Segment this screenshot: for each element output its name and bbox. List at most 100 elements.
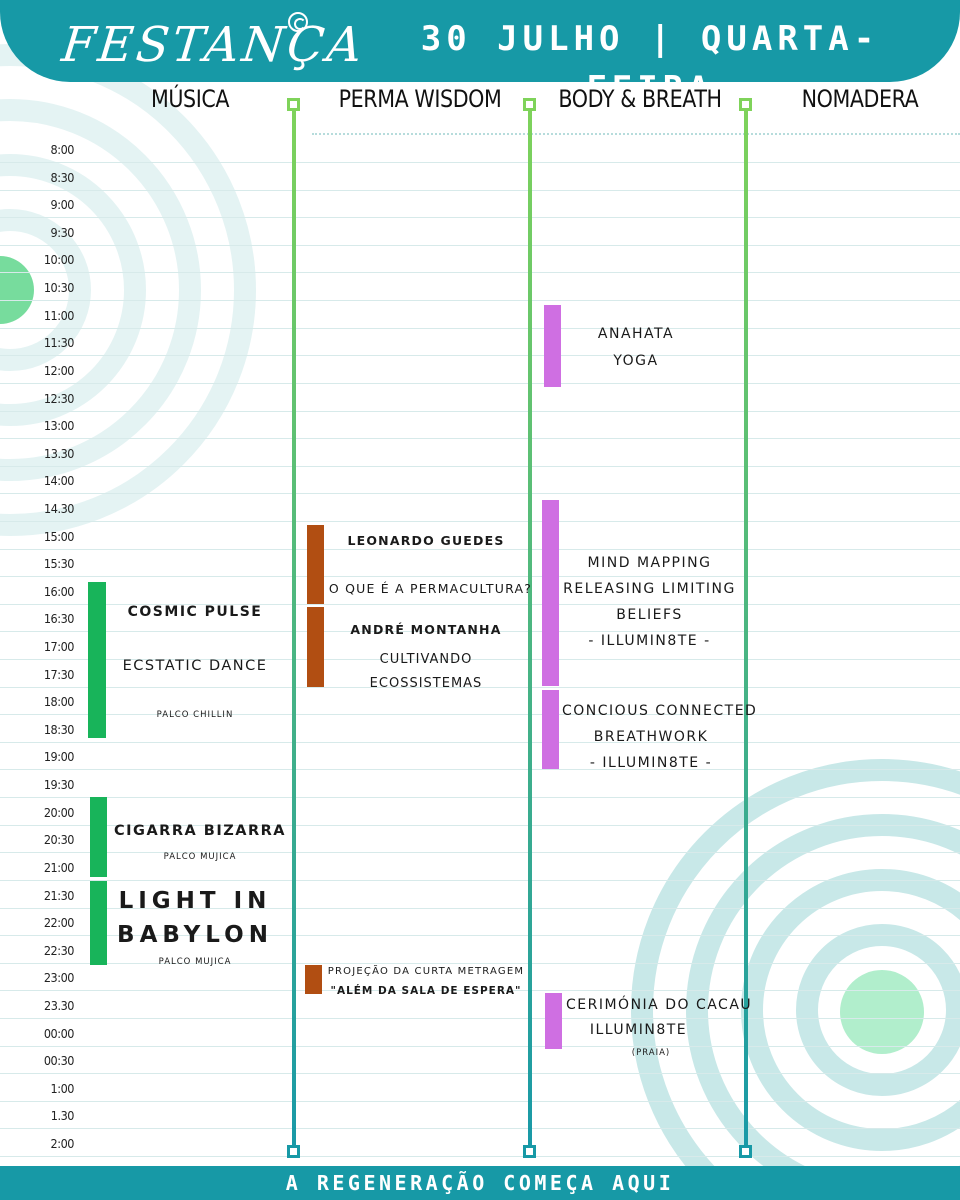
grid-line [0,1046,960,1047]
separator-cap [287,1145,300,1158]
green-dot-right [840,970,924,1054]
event-title: MIND MAPPING [587,555,712,571]
event-subtitle: CULTIVANDO [379,652,473,667]
separator-cap [523,1145,536,1158]
column-separator [528,103,532,1153]
column-header-musica: MÚSICA [150,85,230,113]
grid-line [0,963,960,964]
time-label: 10:00 [43,252,75,267]
time-label: 1.30 [50,1108,75,1123]
column-header-nomadera: NOMADERA [801,85,919,113]
time-label: 00:30 [43,1053,75,1068]
event-subtitle: O QUE É A PERMACULTURA? [328,581,533,596]
event-title: CERIMÓNIA DO CACAU [566,997,753,1013]
time-label: 10:30 [43,280,75,295]
time-label: 23:00 [43,970,75,985]
time-label: 18:00 [43,694,75,709]
grid-line [0,742,960,743]
event-subtitle: YOGA [613,353,659,369]
event-title: BREATHWORK [593,729,709,745]
event-title: LEONARDO GUEDES [347,533,505,548]
event-venue: PALCO CHILLIN [156,710,234,720]
time-label: 22:30 [43,943,75,958]
header-date: 30 JULHO | QUARTA-FEIRA [420,19,880,109]
event-title: BELIEFS [616,607,683,623]
column-header-perma-wisdom: PERMA WISDOM [338,85,502,113]
event-venue: (PRAIA) [631,1048,671,1058]
time-label: 19:00 [43,749,75,764]
event-venue: PALCO MUJICA [158,957,232,967]
grid-line [0,411,960,412]
event-subtitle: ECOSSISTEMAS [369,676,483,691]
grid-line [0,687,960,688]
time-label: 1:00 [50,1081,75,1096]
time-label: 11:30 [43,335,75,350]
time-label: 20:30 [43,832,75,847]
separator-cap [739,98,752,111]
time-label: 18:30 [43,722,75,737]
grid-line [0,1073,960,1074]
time-label: 2:00 [50,1136,75,1151]
grid-line [0,852,960,853]
time-label: 23.30 [44,998,74,1013]
time-label: 13.30 [44,446,74,461]
grid-line [0,521,960,522]
event-title: RELEASING LIMITING [563,581,736,597]
time-label: 14.30 [44,501,74,516]
grid-line [0,659,960,660]
grid-line [0,797,960,798]
grid-line [0,162,960,163]
grid-line [0,1101,960,1102]
time-label: 13:00 [43,418,75,433]
time-label: 16:30 [43,611,75,626]
grid-line [0,438,960,439]
grid-line [0,990,960,991]
time-label: 20:00 [43,805,75,820]
grid-line [0,383,960,384]
grid-line [0,466,960,467]
grid-line [0,1018,960,1019]
time-label: 11:00 [43,308,75,323]
grid-line [0,769,960,770]
time-label: 12:30 [43,391,75,406]
event-bar-cosmic-pulse [88,582,106,738]
separator-cap [523,98,536,111]
grid-line [0,272,960,273]
time-label: 00:00 [43,1026,75,1041]
grid-line [0,549,960,550]
event-bar-anahata-yoga [544,305,561,387]
event-title: CONCIOUS CONNECTED [562,703,758,719]
time-label: 21:00 [43,860,75,875]
separator-cap [287,98,300,111]
green-dot-left [0,256,34,324]
event-bar-cigarra-bizarra [90,797,107,877]
header-divider [312,133,960,135]
event-title: ANDRÉ MONTANHA [350,622,502,637]
time-label: 17:00 [43,639,75,654]
separator-cap [739,1145,752,1158]
grid-line [0,217,960,218]
event-subtitle: "ALÉM DA SALA DE ESPERA" [330,985,522,997]
time-label: 8:30 [50,170,75,185]
event-title: COSMIC PULSE [127,604,263,620]
event-bar-leonardo-guedes [307,525,324,604]
event-title: PROJEÇÃO DA CURTA METRAGEM [327,966,525,977]
grid-line [0,1156,960,1157]
header-band [0,0,960,82]
time-label: 8:00 [50,142,75,157]
column-separator [744,103,748,1153]
column-separator [292,103,296,1153]
time-label: 9:30 [50,225,75,240]
event-bar-light-in-babylon [90,881,107,965]
grid-line [0,190,960,191]
event-facilitator: - ILLUMIN8TE - [588,633,711,649]
time-label: 9:00 [50,197,75,212]
grid-line [0,935,960,936]
time-label: 15:30 [43,556,75,571]
time-label: 17:30 [43,667,75,682]
logo-spiral-icon [288,12,308,32]
event-title: CIGARRA BIZARRA [114,823,286,839]
event-bar-breathwork [542,690,559,769]
grid-line [0,245,960,246]
